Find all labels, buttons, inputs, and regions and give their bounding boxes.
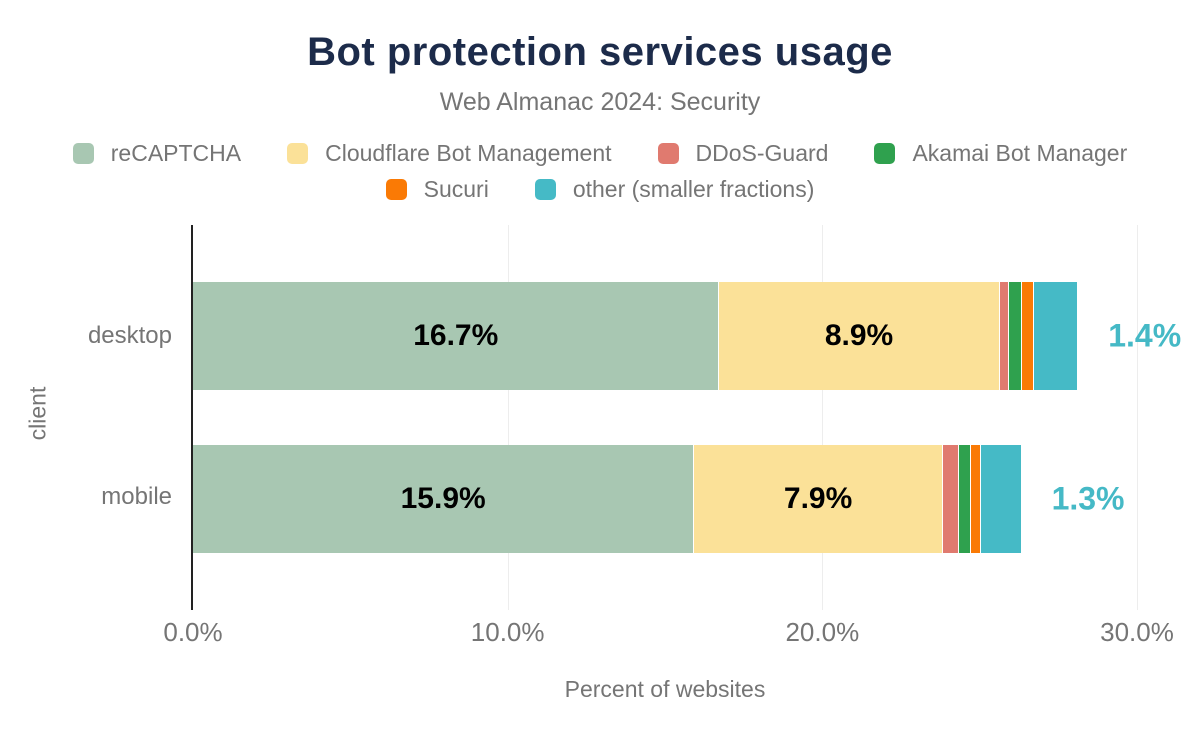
x-tick-label: 20.0% bbox=[785, 617, 860, 647]
other-value-label: 1.4% bbox=[1108, 317, 1182, 354]
bar-segment-desktop-sucuri[interactable] bbox=[1020, 282, 1034, 390]
bar-segment-desktop-recaptcha[interactable]: 16.7% bbox=[193, 282, 719, 390]
bar-desktop: 16.7% 8.9% 1.4% bbox=[193, 282, 1181, 390]
category-label-mobile: mobile bbox=[101, 483, 172, 510]
plot-area: 16.7% 8.9% 1.4% 15.9% 7.9% 1.3% bbox=[191, 225, 1181, 610]
legend: reCAPTCHA Cloudflare Bot Management DDoS-G… bbox=[0, 140, 1200, 203]
bar-mobile: 15.9% 7.9% 1.3% bbox=[193, 445, 1137, 553]
gridline bbox=[1137, 225, 1138, 610]
x-axis-title: Percent of websites bbox=[564, 676, 766, 702]
segment-value-label: 7.9% bbox=[783, 482, 853, 515]
bar-segment-desktop-ddos-guard[interactable] bbox=[998, 282, 1008, 390]
legend-item-label: Sucuri bbox=[423, 176, 489, 202]
bar-segment-desktop-cloudflare-bot-management[interactable]: 8.9% bbox=[718, 282, 999, 390]
chart-title: Bot protection services usage bbox=[307, 30, 893, 74]
y-axis-title: client bbox=[24, 386, 51, 441]
other-value-label: 1.3% bbox=[1051, 480, 1125, 517]
legend-item-recaptcha[interactable]: reCAPTCHA bbox=[72, 140, 242, 167]
legend-item-label: Cloudflare Bot Management bbox=[325, 140, 612, 166]
legend-swatch-icon bbox=[287, 143, 309, 164]
legend-swatch-icon bbox=[72, 143, 94, 164]
category-label-desktop: desktop bbox=[87, 322, 172, 349]
legend-item-label: Akamai Bot Manager bbox=[912, 140, 1128, 166]
bar-segment-mobile-cloudflare-bot-management[interactable]: 7.9% bbox=[693, 445, 942, 553]
segment-value-label: 16.7% bbox=[413, 319, 499, 352]
bar-segment-mobile-akamai-bot-manager[interactable] bbox=[957, 445, 971, 553]
chart-subtitle: Web Almanac 2024: Security bbox=[439, 88, 761, 116]
legend-swatch-icon bbox=[385, 179, 407, 200]
legend-item-akamai-bot-manager[interactable]: Akamai Bot Manager bbox=[874, 140, 1127, 167]
bar-segment-desktop-other-smaller-fractions[interactable] bbox=[1033, 282, 1078, 390]
gridline bbox=[822, 225, 824, 610]
bar-segment-mobile-recaptcha[interactable]: 15.9% bbox=[193, 445, 694, 553]
gridline bbox=[507, 225, 509, 610]
legend-item-ddos-guard[interactable]: DDoS-Guard bbox=[657, 140, 829, 167]
legend-item-label: other (smaller fractions) bbox=[572, 176, 815, 202]
bar-segment-mobile-ddos-guard[interactable] bbox=[941, 445, 958, 553]
bar-segment-mobile-sucuri[interactable] bbox=[970, 445, 980, 553]
bar-segment-desktop-akamai-bot-manager[interactable] bbox=[1007, 282, 1021, 390]
legend-swatch-icon bbox=[874, 143, 896, 164]
x-tick-label: 30.0% bbox=[1100, 617, 1174, 647]
legend-swatch-icon bbox=[534, 179, 556, 200]
segment-value-label: 8.9% bbox=[824, 319, 894, 352]
legend-item-label: reCAPTCHA bbox=[110, 140, 242, 166]
legend-item-sucuri[interactable]: Sucuri bbox=[385, 176, 489, 203]
bar-segment-mobile-other-smaller-fractions[interactable] bbox=[979, 445, 1021, 553]
legend-item-label: DDoS-Guard bbox=[695, 140, 829, 166]
x-tick-label: 0.0% bbox=[163, 617, 223, 647]
legend-row: reCAPTCHA Cloudflare Bot Management DDoS-G… bbox=[72, 140, 1127, 167]
legend-item-other-smaller-fractions[interactable]: other (smaller fractions) bbox=[534, 176, 815, 203]
x-tick-label: 10.0% bbox=[470, 617, 545, 647]
y-axis-line bbox=[191, 225, 193, 610]
legend-swatch-icon bbox=[657, 143, 679, 164]
legend-row: Sucuri other (smaller fractions) bbox=[385, 176, 815, 203]
segment-value-label: 15.9% bbox=[400, 482, 486, 515]
legend-item-cloudflare-bot-management[interactable]: Cloudflare Bot Management bbox=[287, 140, 612, 167]
